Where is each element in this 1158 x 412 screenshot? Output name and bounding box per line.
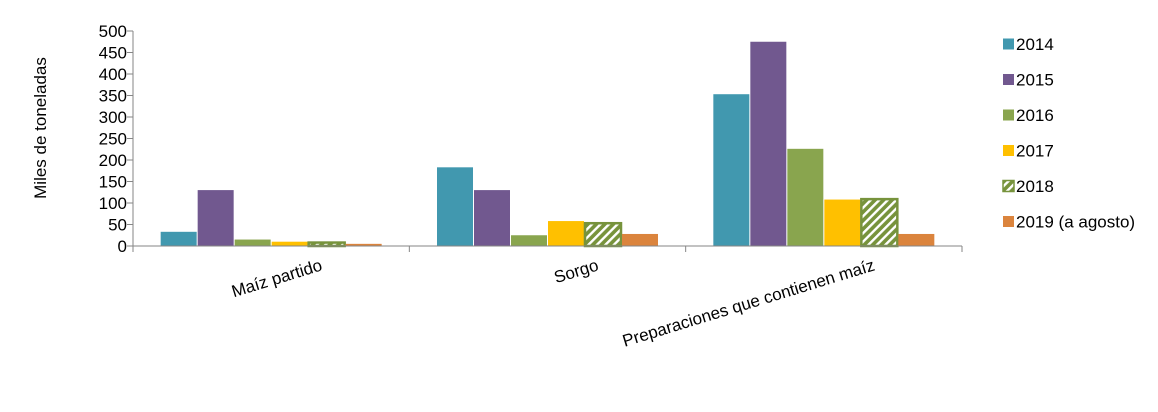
legend-swatch [1003, 74, 1014, 85]
plot-area [132, 31, 963, 252]
bar-2015-cat2 [750, 41, 787, 246]
bar-2019-a-agosto--cat2 [898, 233, 935, 246]
legend-label: 2018 [1016, 177, 1054, 196]
bar-2019-a-agosto--cat0 [345, 243, 382, 246]
bar-2017-cat0 [271, 241, 308, 246]
y-tick-label: 350 [99, 87, 127, 106]
bar-2018-cat0 [307, 241, 346, 248]
y-tick-label: 400 [99, 65, 127, 84]
bar-2017-cat1 [548, 221, 584, 246]
y-tick-label: 50 [108, 216, 127, 235]
legend-swatch [1002, 179, 1015, 193]
bar-2017-cat2 [824, 199, 861, 246]
y-tick-label: 100 [99, 194, 127, 213]
bar-2015-cat1 [474, 190, 510, 246]
bar-2019-a-agosto--cat1 [622, 233, 658, 246]
y-tick-label: 300 [99, 108, 127, 127]
y-axis-ticks: 0 50 100 150 200 250 300 350 400 450 500 [99, 22, 133, 256]
bar-2018-cat1 [583, 221, 623, 248]
legend-swatch [1003, 109, 1014, 121]
bar-2018-cat2 [860, 197, 899, 248]
x-category-label: Sorgo [552, 256, 601, 287]
y-tick-label: 250 [99, 130, 127, 149]
y-tick-label: 200 [99, 151, 127, 170]
y-tick-label: 500 [99, 22, 127, 41]
bar-2015-cat0 [197, 190, 234, 246]
bar-2016-cat1 [511, 235, 547, 246]
legend-swatch [1003, 38, 1014, 50]
x-category-label: Preparaciones que contienen maíz [620, 256, 877, 351]
bar-2016-cat2 [787, 148, 824, 246]
legend-swatch [1003, 145, 1014, 156]
y-tick-label: 450 [99, 44, 127, 63]
legend-label: 2017 [1016, 142, 1054, 161]
bar-2014-cat1 [437, 167, 473, 246]
legend: 2014 2015 2016 2017 2018 2019 (a agosto) [1002, 35, 1135, 232]
y-tick-label: 150 [99, 173, 127, 192]
legend-swatch [1003, 216, 1014, 227]
y-tick-label: 0 [118, 237, 127, 256]
legend-label: 2019 (a agosto) [1016, 213, 1135, 232]
bar-2014-cat0 [160, 231, 197, 246]
legend-label: 2016 [1016, 106, 1054, 125]
legend-label: 2014 [1016, 35, 1054, 54]
y-axis-title: Miles de toneladas [31, 57, 50, 199]
bar-2014-cat2 [713, 94, 750, 247]
bar-2016-cat0 [234, 239, 271, 246]
legend-label: 2015 [1016, 71, 1054, 90]
x-category-label: Maíz partido [229, 256, 324, 302]
x-axis-labels: Maíz partido Sorgo Preparaciones que conti… [229, 256, 877, 351]
